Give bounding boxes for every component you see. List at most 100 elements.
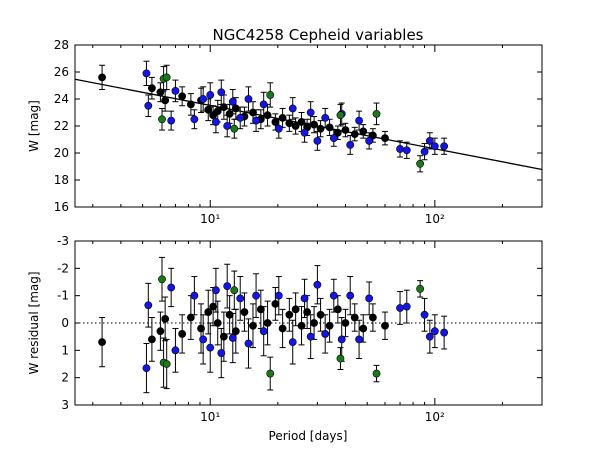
data-point [223,282,232,290]
data-point [148,335,156,344]
data-point [199,95,208,103]
data-point [156,327,165,336]
data-point [416,284,425,293]
bottom-panel: 3 2 1 0 -1 -2 -3 10¹ 10² W residual [mag] Period… [27,234,543,443]
data-point [171,346,180,355]
data-point [231,327,240,336]
data-point [310,120,318,129]
data-point [249,321,257,330]
data-point [297,321,306,330]
data-point [231,104,240,113]
data-point [263,111,272,120]
x-tick-label: 10¹ [200,410,220,424]
data-point [440,142,449,151]
data-point [148,84,156,93]
data-point [321,330,330,338]
y-tick-label: 22 [54,119,69,133]
data-point [266,91,275,99]
data-point [142,364,151,372]
data-point [329,291,338,300]
data-point [228,334,237,342]
data-point [223,122,232,130]
bottom-y-axis-label: W residual [mag] [27,271,41,374]
data-point [430,327,439,336]
data-point [274,291,283,300]
data-point [325,321,334,330]
data-point [365,294,374,303]
data-point [300,128,309,137]
data-point [213,319,222,327]
data-point [186,100,195,109]
data-point [158,115,166,124]
bottom-plot-content [75,256,542,394]
y-tick-label: -2 [57,261,69,275]
y-tick-label: 3 [61,398,69,412]
data-point [381,134,389,143]
data-point [329,134,338,143]
data-point [381,321,389,330]
x-tick-label: 10¹ [200,212,220,226]
data-point [420,147,429,156]
data-point [271,299,280,308]
data-point [321,114,330,122]
chart-title: NGC4258 Cepheid variables [212,26,423,44]
data-point [416,159,425,168]
data-point [206,343,215,352]
data-point [278,114,287,122]
data-point [396,145,404,153]
data-point [206,91,215,99]
data-point [212,118,220,126]
data-point [252,116,260,125]
data-point [402,146,411,155]
data-point [259,100,268,109]
y-tick-label: 24 [54,92,69,106]
y-tick-label: 2 [61,371,69,385]
data-point [256,305,265,314]
data-point [98,73,106,82]
y-tick-label: -3 [57,234,69,248]
data-point [217,349,226,357]
data-point [355,335,363,344]
data-point [244,95,253,103]
top-axes: 16 18 20 22 24 26 28 10¹ 10² [54,38,542,226]
data-point [303,308,312,316]
data-point [144,301,153,310]
data-point [236,114,245,122]
data-point [425,136,434,145]
data-point [337,335,346,344]
data-point [252,291,260,300]
data-point [306,108,315,117]
data-point [341,126,350,134]
data-point [161,96,170,105]
data-point [142,69,151,78]
data-point [288,104,297,113]
data-point [346,140,355,149]
data-point [266,369,275,378]
data-point [278,324,287,333]
x-axis-label: Period [days] [269,429,348,443]
data-point [359,127,368,136]
data-point [355,116,363,125]
data-point [230,124,239,133]
data-point [244,339,253,348]
data-point [313,280,322,289]
data-point [259,327,268,336]
y-tick-label: 28 [54,38,69,52]
data-point [396,304,404,312]
top-panel: NGC4258 Cepheid variables 16 18 20 22 24 26 28… [27,26,543,226]
data-point [285,310,294,319]
data-point [212,286,220,295]
data-point [236,294,245,303]
data-point [425,332,434,341]
data-point [219,332,228,341]
data-point [217,88,226,97]
data-point [162,73,171,82]
y-tick-label: 16 [54,200,69,214]
y-tick-label: 0 [61,316,69,330]
data-point [359,324,368,333]
data-point [336,111,345,120]
data-point [350,313,359,322]
data-point [350,130,359,138]
y-tick-label: 26 [54,65,69,79]
